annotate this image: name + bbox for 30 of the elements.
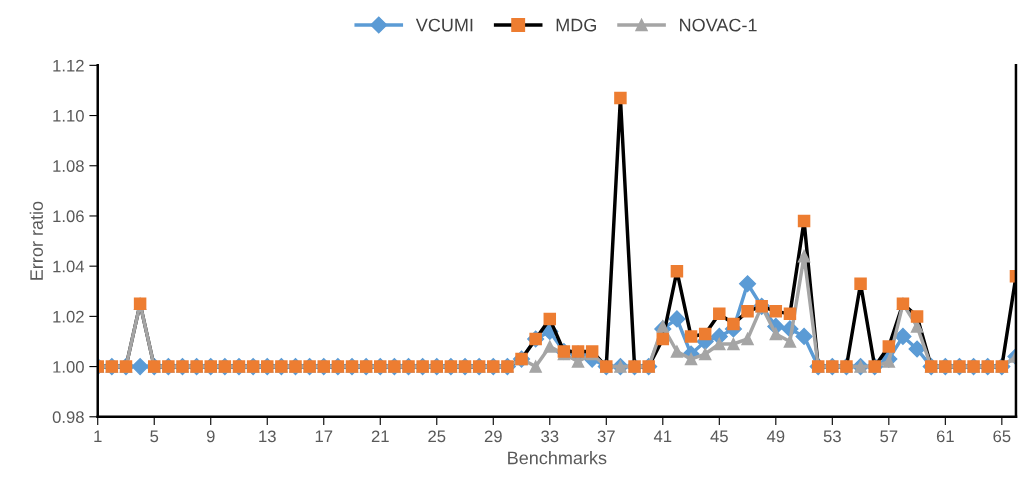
x-tick-label: 13 — [259, 430, 276, 443]
x-tick-label: 9 — [206, 430, 215, 443]
x-tick-label: 61 — [936, 430, 954, 443]
y-tick-label: 1.02 — [53, 310, 84, 323]
x-tick-label: 45 — [710, 430, 728, 443]
x-tick-label: 5 — [150, 430, 159, 443]
y-tick-label: 1.06 — [53, 210, 84, 223]
x-tick-label: 1 — [94, 430, 102, 443]
y-tick-label: 1.12 — [53, 59, 84, 72]
legend-label: NOVAC-1 — [680, 18, 757, 32]
x-axis-title: Benchmarks — [508, 451, 607, 465]
y-tick-label: 1.04 — [53, 260, 85, 273]
x-tick-label: 41 — [653, 430, 672, 443]
y-tick-label: 1.08 — [53, 160, 84, 172]
x-tick-label: 53 — [823, 430, 841, 443]
x-tick-label: 21 — [371, 430, 389, 443]
y-axis-title: Error ratio — [29, 201, 43, 280]
y-tick-label: 1.10 — [53, 109, 84, 122]
legend-label: MDG — [556, 18, 596, 32]
legend-label: VCUMI — [415, 18, 473, 32]
x-tick-label: 25 — [428, 430, 446, 443]
x-tick-label: 37 — [597, 430, 615, 443]
x-tick-label: 33 — [541, 430, 559, 443]
x-tick-label: 49 — [766, 430, 785, 443]
x-tick-label: 57 — [880, 430, 898, 443]
y-tick-label: 0.98 — [52, 411, 84, 423]
x-tick-label: 65 — [993, 430, 1011, 443]
y-tick-label: 1.00 — [53, 360, 84, 373]
x-tick-label: 17 — [315, 430, 333, 443]
x-tick-label: 29 — [484, 430, 502, 443]
